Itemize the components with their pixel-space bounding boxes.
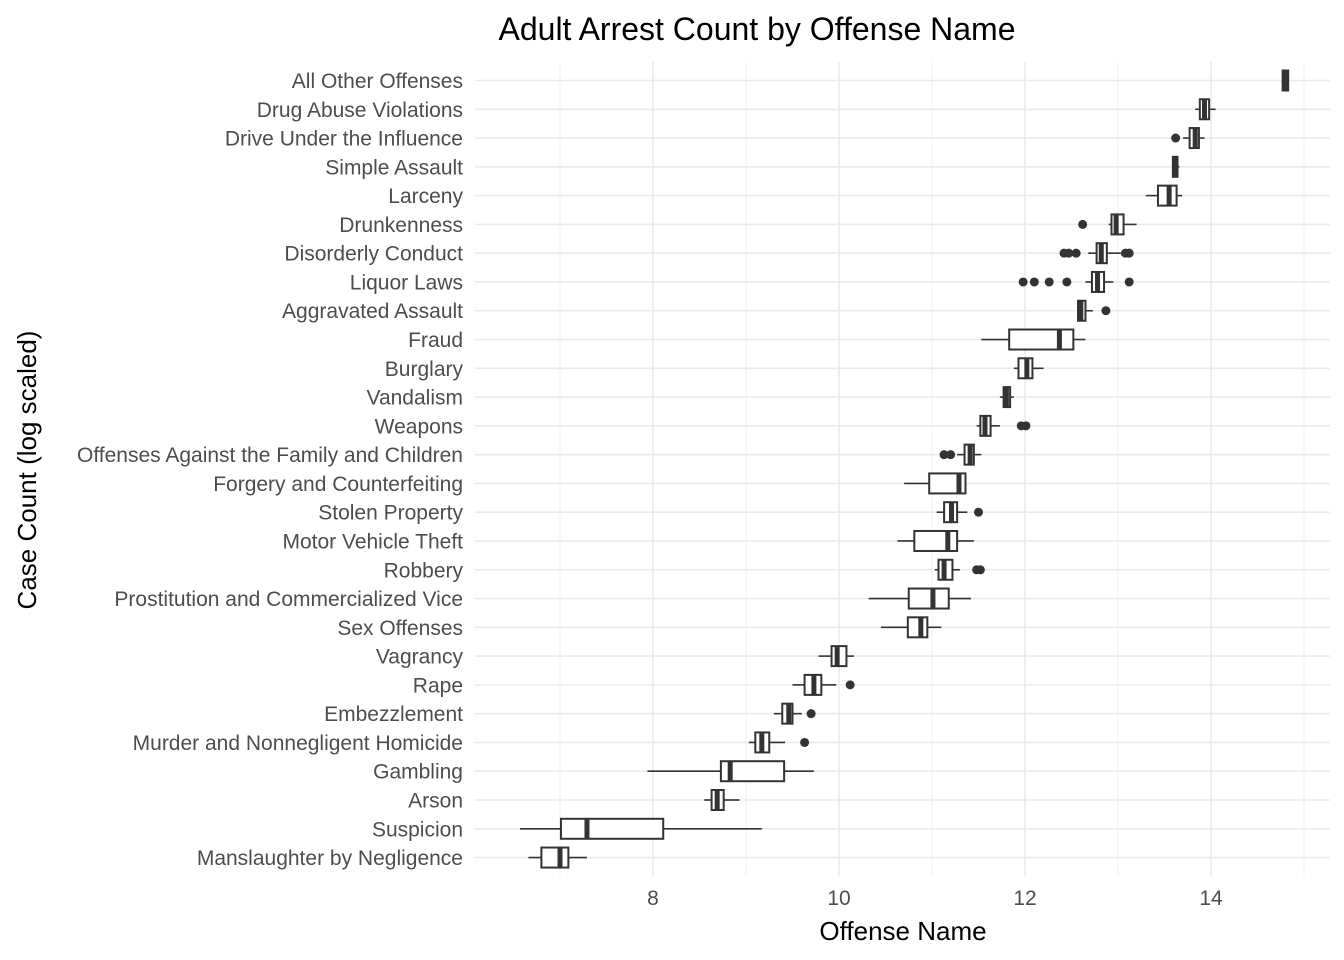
y-tick-label: Murder and Nonnegligent Homicide (133, 732, 463, 755)
boxplot-item (748, 731, 810, 754)
boxplot-item (999, 386, 1014, 409)
boxplot-item (1145, 184, 1183, 207)
boxplot-item (936, 501, 983, 524)
boxplot-item (520, 817, 762, 840)
y-tick-label: Simple Assault (325, 156, 463, 179)
y-tick-label: Motor Vehicle Theft (282, 530, 463, 553)
box-iqr (913, 529, 959, 552)
boxplot-item (818, 645, 854, 668)
x-axis-title: Offense Name (819, 916, 986, 946)
y-tick-label: Embezzlement (324, 703, 463, 726)
boxplot-item (880, 616, 942, 639)
outlier-point (845, 680, 855, 690)
x-axis-tick-labels: 8 10 12 14 (647, 887, 1223, 910)
outlier-point (974, 507, 983, 517)
y-axis-title: Case Count (log scaled) (12, 331, 42, 610)
boxplot-item (1281, 69, 1290, 92)
box-iqr (907, 587, 950, 610)
y-tick-label: Fraud (408, 329, 463, 352)
boxplot-item (976, 414, 1031, 437)
y-tick-label: Arson (408, 790, 463, 813)
outlier-point (1124, 248, 1134, 258)
box-iqr (540, 846, 570, 869)
boxplot-item (1195, 98, 1216, 121)
boxplot-item (1013, 357, 1044, 380)
boxplot-item (704, 789, 740, 811)
boxplot-item (1059, 242, 1134, 265)
y-tick-label: Weapons (375, 415, 463, 438)
y-tick-label: Drunkenness (339, 214, 463, 237)
y-tick-label: Forgery and Counterfeiting (213, 473, 463, 496)
y-tick-label: Larceny (388, 185, 463, 208)
outlier-point (1064, 248, 1074, 258)
y-tick-label: Drive Under the Influence (225, 128, 463, 151)
outlier-point (1124, 277, 1134, 287)
box-iqr (906, 616, 929, 639)
boxplot-item (868, 587, 972, 610)
boxplot-item (773, 702, 816, 725)
outlier-point (946, 450, 956, 460)
boxplot-item (528, 846, 587, 869)
y-axis-tick-labels: All Other Offenses Drug Abuse Violations D… (77, 70, 463, 870)
x-tick-label: 14 (1199, 887, 1223, 910)
y-tick-label: Offenses Against the Family and Children (77, 444, 463, 467)
boxplot-item (1078, 213, 1137, 236)
y-tick-label: Disorderly Conduct (284, 243, 463, 266)
box-iqr (719, 760, 786, 783)
boxplot-item (1077, 299, 1111, 322)
boxplot-item (1171, 155, 1180, 178)
y-tick-label: Liquor Laws (350, 271, 463, 294)
outlier-point (1171, 133, 1181, 143)
y-tick-label: Aggravated Assault (282, 300, 463, 323)
boxplot-item (792, 673, 855, 696)
x-tick-label: 12 (1013, 887, 1036, 910)
outlier-point (1021, 421, 1031, 431)
outlier-point (1018, 277, 1028, 287)
boxplot-item (934, 558, 985, 581)
boxplot-series (520, 69, 1290, 869)
y-tick-label: Suspicion (372, 818, 463, 841)
boxplot-item (939, 443, 982, 466)
chart-title: Adult Arrest Count by Offense Name (499, 11, 1016, 47)
y-tick-label: Manslaughter by Negligence (197, 847, 463, 870)
outlier-point (1062, 277, 1072, 287)
outlier-point (1071, 248, 1081, 258)
outlier-point (975, 565, 985, 575)
grid-lines (475, 62, 1330, 876)
y-tick-label: Burglary (385, 358, 464, 381)
y-tick-label: Rape (413, 674, 463, 697)
y-tick-label: Gambling (373, 761, 463, 784)
outlier-point (1044, 277, 1054, 287)
boxplot-item (1171, 127, 1205, 150)
y-tick-label: Vagrancy (376, 646, 464, 669)
outlier-point (806, 709, 816, 719)
box-iqr (928, 472, 967, 495)
y-tick-label: All Other Offenses (292, 70, 463, 93)
boxplot-item (647, 760, 814, 783)
boxplot-item (981, 328, 1086, 351)
outlier-point (1029, 277, 1039, 287)
box-iqr (559, 817, 665, 840)
outlier-point (1078, 219, 1088, 229)
boxplot-item (904, 472, 967, 495)
x-tick-label: 8 (647, 887, 659, 910)
outlier-point (1101, 306, 1111, 316)
outlier-point (939, 450, 949, 460)
y-tick-label: Robbery (384, 559, 464, 582)
y-tick-label: Sex Offenses (337, 617, 463, 640)
outlier-point (800, 737, 810, 747)
x-tick-label: 10 (827, 887, 850, 910)
box-iqr (1008, 328, 1075, 351)
y-tick-label: Prostitution and Commercialized Vice (114, 588, 463, 611)
y-tick-label: Drug Abuse Violations (257, 99, 463, 122)
boxplot-item (1018, 270, 1134, 293)
y-tick-label: Vandalism (367, 387, 464, 410)
boxplot-item (897, 529, 974, 552)
y-tick-label: Stolen Property (318, 502, 463, 525)
